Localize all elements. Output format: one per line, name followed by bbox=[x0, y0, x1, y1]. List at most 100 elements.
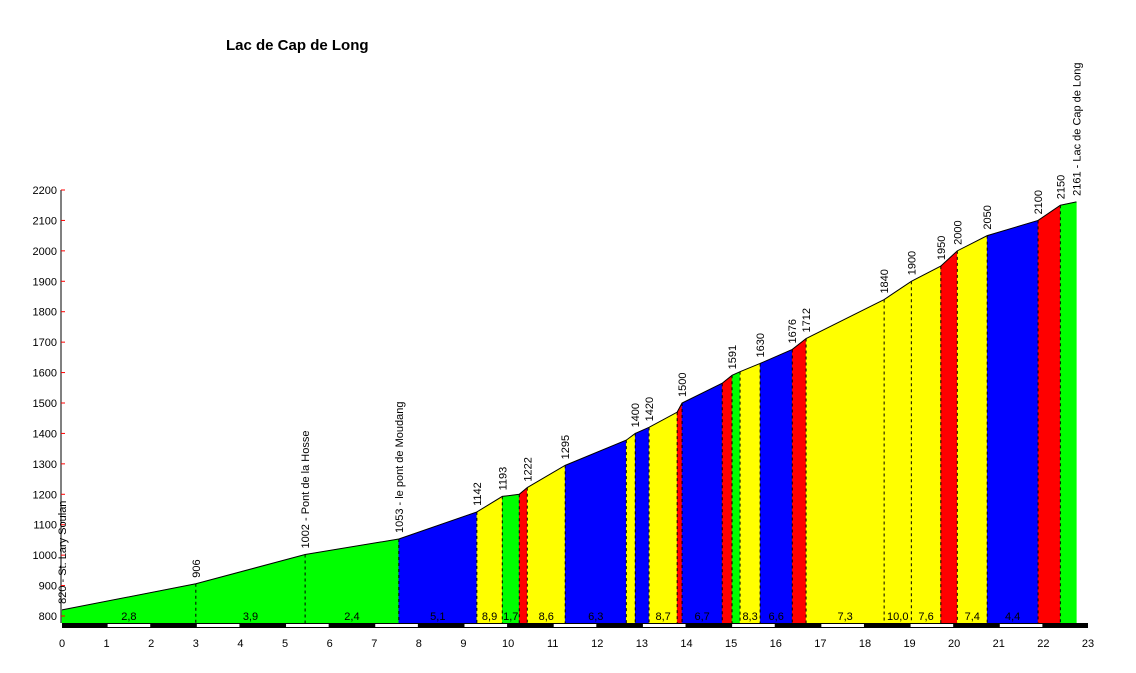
profile-segment bbox=[911, 265, 942, 624]
x-tick-label: 8 bbox=[416, 638, 422, 650]
x-tick-label: 14 bbox=[680, 638, 692, 650]
profile-segment bbox=[883, 280, 912, 624]
profile-segment bbox=[681, 382, 723, 624]
x-scale-bar-white bbox=[196, 624, 240, 627]
profile-segment bbox=[634, 426, 650, 624]
x-tick-label: 12 bbox=[591, 638, 603, 650]
y-tick-label: 2000 bbox=[33, 246, 57, 258]
profile-segment bbox=[502, 494, 520, 624]
point-label: 1002 - Pont de la Hosse bbox=[300, 431, 312, 549]
point-label: 1630 bbox=[755, 333, 767, 357]
x-tick-label: 11 bbox=[547, 638, 558, 650]
y-tick-label: 900 bbox=[39, 581, 57, 593]
gradient-label: 8,3 bbox=[742, 611, 757, 623]
x-tick-label: 3 bbox=[193, 638, 199, 650]
profile-segment bbox=[1060, 201, 1077, 624]
x-tick-label: 19 bbox=[903, 638, 915, 650]
point-label: 1591 bbox=[727, 345, 739, 369]
y-tick-label: 1000 bbox=[33, 550, 57, 562]
profile-segment bbox=[721, 374, 733, 624]
y-tick-label: 1900 bbox=[33, 276, 57, 288]
point-label: 2000 bbox=[952, 220, 964, 244]
x-scale-bar-white bbox=[286, 624, 329, 627]
gradient-label: 7,6 bbox=[918, 611, 933, 623]
gradient-label: 6,7 bbox=[694, 611, 709, 623]
chart-title: Lac de Cap de Long bbox=[226, 37, 369, 54]
point-label: 2050 bbox=[982, 205, 994, 229]
profile-segment bbox=[564, 439, 627, 624]
y-tick-label: 1700 bbox=[33, 337, 57, 349]
profile-segment bbox=[676, 402, 683, 624]
point-label: 1222 bbox=[522, 457, 534, 481]
x-tick-label: 6 bbox=[327, 638, 333, 650]
gradient-label: 4,4 bbox=[1005, 611, 1020, 623]
gradient-label: 7,4 bbox=[965, 611, 980, 623]
profile-segment bbox=[791, 337, 807, 624]
point-label: 1950 bbox=[936, 236, 948, 260]
x-scale-bar-white bbox=[999, 624, 1043, 627]
profile-segment bbox=[957, 235, 988, 624]
x-tick-label: 10 bbox=[502, 638, 514, 650]
y-tick-label: 2100 bbox=[33, 215, 57, 227]
x-tick-label: 22 bbox=[1037, 638, 1049, 650]
profile-segment bbox=[527, 464, 566, 624]
gradient-label: 10,0 bbox=[887, 611, 908, 623]
x-tick-label: 21 bbox=[993, 638, 1005, 650]
profile-segment bbox=[398, 511, 478, 624]
y-tick-label: 2200 bbox=[33, 185, 57, 197]
x-tick-label: 18 bbox=[859, 638, 871, 650]
point-label: 2150 bbox=[1055, 175, 1067, 199]
point-label: 1142 bbox=[472, 482, 484, 506]
x-tick-label: 4 bbox=[237, 638, 243, 650]
gradient-label: 5,1 bbox=[430, 611, 445, 623]
gradient-label: 2,8 bbox=[121, 611, 136, 623]
gradient-label: 1,7 bbox=[503, 611, 518, 623]
point-label: 1840 bbox=[879, 269, 891, 293]
x-tick-label: 9 bbox=[460, 638, 466, 650]
x-tick-label: 0 bbox=[59, 638, 65, 650]
y-tick-label: 1600 bbox=[33, 368, 57, 380]
profile-segment bbox=[648, 411, 678, 624]
x-scale-bar-white bbox=[821, 624, 864, 627]
profile-segment bbox=[805, 299, 885, 624]
gradient-label: 8,7 bbox=[655, 611, 670, 623]
y-tick-label: 1100 bbox=[33, 520, 57, 532]
x-scale-bar-white bbox=[107, 624, 151, 627]
point-label: 906 bbox=[191, 559, 203, 577]
x-tick-label: 5 bbox=[282, 638, 288, 650]
gradient-label: 2,4 bbox=[344, 611, 359, 623]
x-tick-label: 16 bbox=[770, 638, 782, 650]
x-tick-label: 17 bbox=[814, 638, 826, 650]
profile-segment bbox=[731, 371, 741, 624]
x-tick-label: 20 bbox=[948, 638, 960, 650]
profile-segment bbox=[476, 495, 503, 624]
y-tick-label: 800 bbox=[39, 611, 57, 623]
x-scale-bar-white bbox=[464, 624, 508, 627]
gradient-label: 3,9 bbox=[243, 611, 258, 623]
y-tick-label: 1400 bbox=[33, 428, 57, 440]
profile-segment bbox=[518, 487, 528, 624]
gradient-label: 7,3 bbox=[837, 611, 852, 623]
x-tick-label: 15 bbox=[725, 638, 737, 650]
point-label: 1676 bbox=[787, 319, 799, 343]
profile-segment bbox=[940, 250, 958, 624]
point-label: 1900 bbox=[906, 251, 918, 275]
profile-segment bbox=[986, 220, 1039, 624]
profile-segment bbox=[759, 349, 793, 624]
x-tick-label: 13 bbox=[636, 638, 648, 650]
y-tick-label: 1300 bbox=[33, 459, 57, 471]
x-scale-bar-white bbox=[732, 624, 775, 627]
x-tick-label: 7 bbox=[371, 638, 377, 650]
point-label: 820 - St. Lary Soulan bbox=[57, 501, 69, 604]
point-label: 2161 - Lac de Cap de Long bbox=[1071, 63, 1083, 196]
profile-segment bbox=[626, 432, 636, 624]
x-scale-bar-white bbox=[553, 624, 597, 627]
profile-segment bbox=[1037, 204, 1061, 624]
x-tick-label: 2 bbox=[148, 638, 154, 650]
gradient-label: 8,9 bbox=[482, 611, 497, 623]
profile-segment bbox=[739, 363, 761, 624]
point-label: 1712 bbox=[801, 308, 813, 332]
x-scale-bar-white bbox=[642, 624, 686, 627]
y-tick-label: 1200 bbox=[33, 489, 57, 501]
point-label: 1420 bbox=[644, 397, 656, 421]
